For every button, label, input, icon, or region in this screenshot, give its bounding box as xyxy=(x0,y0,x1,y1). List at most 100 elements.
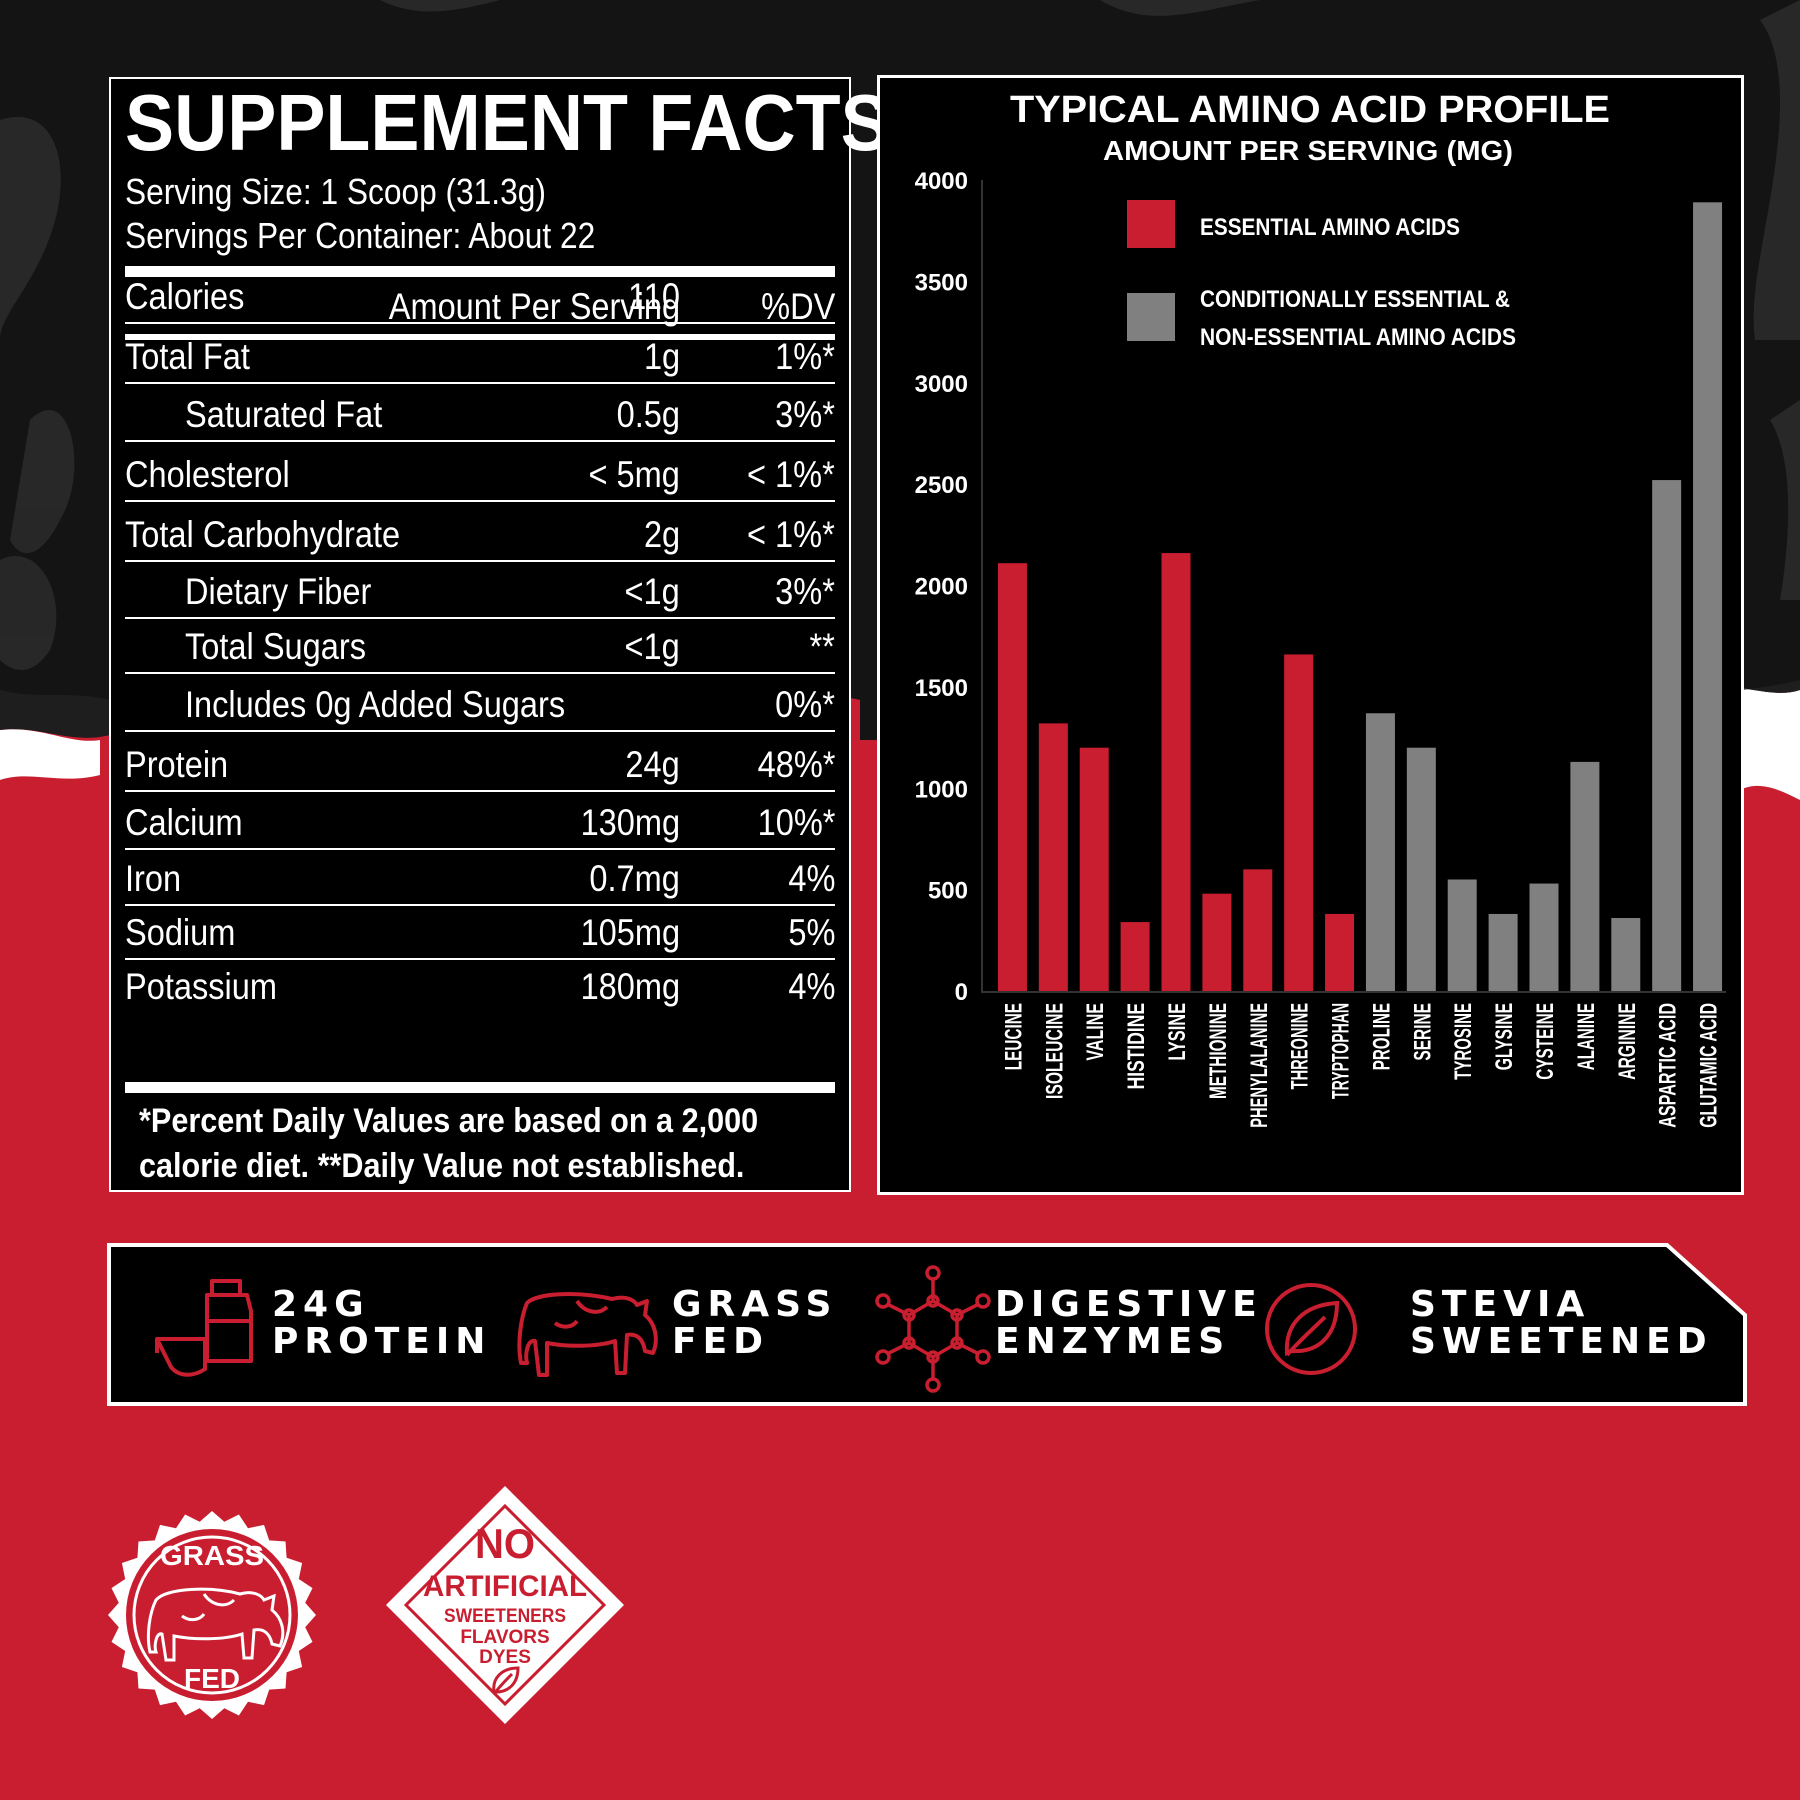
facts-row: Iron 0.7mg 4% xyxy=(125,854,835,906)
no-artificial-no: NO xyxy=(475,1520,535,1567)
chart-axes xyxy=(981,180,1726,993)
nutrient-dv: 10%* xyxy=(757,802,835,843)
facts-row: Dietary Fiber <1g 3%* xyxy=(125,567,835,619)
y-tick-label: 4000 xyxy=(915,168,968,195)
nutrient-dv: 48%* xyxy=(757,744,835,785)
medium-rule xyxy=(125,334,835,340)
bar-tryptophan xyxy=(1325,913,1355,991)
nutrient-name: Calories xyxy=(125,276,245,317)
y-tick-label: 500 xyxy=(928,878,968,905)
small-leaf-icon xyxy=(492,1666,520,1695)
feature-4-line-1: STEVIA xyxy=(1410,1284,1590,1325)
nutrient-amount: 0.7mg xyxy=(589,858,680,899)
y-tick-label: 3000 xyxy=(915,371,968,398)
nutrient-dv: ** xyxy=(809,626,835,667)
bar-lysine xyxy=(1161,553,1191,991)
facts-header-row: Amount Per Serving %DV xyxy=(125,282,835,334)
x-tick-label: GLYSINE xyxy=(1491,1003,1518,1070)
x-tick-label: LEUCINE xyxy=(1000,1003,1027,1070)
footnote-line-2: calorie diet. **Daily Value not establis… xyxy=(139,1147,745,1185)
x-tick-label: METHIONINE xyxy=(1205,1003,1232,1099)
molecule-icon xyxy=(875,1265,991,1393)
nutrient-dv: 3%* xyxy=(775,571,835,612)
no-artificial-sweeteners: SWEETENERS xyxy=(444,1606,566,1627)
row-divider xyxy=(125,382,835,384)
bar-phenylalanine xyxy=(1243,869,1273,991)
nutrient-name: Cholesterol xyxy=(125,454,290,495)
bar-alanine xyxy=(1570,761,1600,991)
facts-row: Potassium 180mg 4% xyxy=(125,962,835,1014)
supplement-facts-panel: SUPPLEMENT FACTS Serving Size: 1 Scoop (… xyxy=(109,77,890,1192)
legend-label-nonessential-1: CONDITIONALLY ESSENTIAL & xyxy=(1200,286,1510,313)
nutrient-name: Total Sugars xyxy=(185,626,366,667)
no-artificial-badge: NO ARTIFICIAL SWEETENERS FLAVORS DYES xyxy=(386,1486,624,1724)
x-tick-label: ASPARTIC ACID xyxy=(1655,1003,1682,1128)
nutrient-amount: 1g xyxy=(643,336,680,377)
y-tick-label: 0 xyxy=(955,979,968,1006)
row-divider xyxy=(125,958,835,960)
facts-row: Calories 110 xyxy=(125,272,835,324)
nutrient-amount: <1g xyxy=(624,571,680,612)
row-divider xyxy=(125,672,835,674)
servings-per-container: Servings Per Container: About 22 xyxy=(125,215,596,256)
feature-2-line-1: GRASS xyxy=(672,1284,837,1325)
chart-title: TYPICAL AMINO ACID PROFILE xyxy=(1010,89,1610,131)
bar-isoleucine xyxy=(1038,723,1068,991)
x-tick-label: PHENYLALANINE xyxy=(1246,1003,1273,1128)
bar-glutamic-acid xyxy=(1693,202,1723,991)
row-divider xyxy=(125,617,835,619)
nutrient-amount: 105mg xyxy=(580,912,680,953)
bar-aspartic-acid xyxy=(1652,480,1682,991)
facts-row: Sodium 105mg 5% xyxy=(125,908,835,960)
no-artificial-artificial: ARTIFICIAL xyxy=(423,1570,587,1603)
bar-methionine xyxy=(1202,893,1232,991)
amino-acid-bar-chart: TYPICAL AMINO ACID PROFILE AMOUNT PER SE… xyxy=(915,89,1726,1128)
facts-row: Saturated Fat 0.5g 3%* xyxy=(125,390,835,442)
grass-fed-badge-bottom: FED xyxy=(184,1663,240,1694)
feature-1-line-2: PROTEIN xyxy=(272,1321,491,1362)
x-tick-label: GLUTAMIC ACID xyxy=(1696,1003,1723,1128)
serving-size: Serving Size: 1 Scoop (31.3g) xyxy=(125,171,546,212)
bar-cysteine xyxy=(1529,883,1559,991)
nutrient-dv: < 1%* xyxy=(747,514,835,555)
feature-3-line-2: ENZYMES xyxy=(995,1321,1230,1362)
facts-row: Calcium 130mg 10%* xyxy=(125,798,835,850)
nutrient-dv: 5% xyxy=(787,912,835,953)
grass-fed-badge-top: GRASS xyxy=(160,1540,264,1571)
badges: GRASS FED NO ARTIFICIAL SWEETENERS FLAVO… xyxy=(108,1486,624,1724)
nutrient-amount: 180mg xyxy=(580,966,680,1007)
row-divider xyxy=(125,440,835,442)
y-tick-label: 2500 xyxy=(915,472,968,499)
x-tick-label: ALANINE xyxy=(1573,1003,1600,1070)
chart-y-labels: 0 500 1000 1500 2000 2500 3000 3500 4000 xyxy=(915,168,968,1006)
x-tick-label: LYSINE xyxy=(1164,1003,1191,1061)
feature-4-line-2: SWEETENED xyxy=(1410,1321,1713,1362)
x-tick-label: VALINE xyxy=(1082,1003,1109,1061)
header-amount: Amount Per Serving xyxy=(388,286,680,327)
nutrient-amount: 110 xyxy=(628,276,680,317)
feature-1-line-1: 24G xyxy=(272,1284,370,1325)
grass-fed-badge: GRASS FED xyxy=(108,1511,316,1719)
nutrient-amount: 24g xyxy=(625,744,680,785)
facts-row: Total Carbohydrate 2g < 1%* xyxy=(125,510,835,562)
footnote-line-1: *Percent Daily Values are based on a 2,0… xyxy=(139,1102,759,1140)
cow-badge-icon xyxy=(146,1587,285,1662)
cow-icon xyxy=(517,1292,658,1377)
leaf-icon xyxy=(1265,1283,1357,1375)
bar-leucine xyxy=(997,563,1027,991)
nutrient-name: Iron xyxy=(125,858,182,899)
x-tick-label: HISTIDINE xyxy=(1123,1003,1150,1089)
row-divider xyxy=(125,322,835,324)
x-tick-label: TYROSINE xyxy=(1450,1003,1477,1080)
bottom-thick-rule xyxy=(125,1082,835,1093)
no-artificial-dyes: DYES xyxy=(479,1647,531,1668)
nutrient-name: Total Fat xyxy=(125,336,250,377)
nutrient-amount: 0.5g xyxy=(616,394,680,435)
facts-title: SUPPLEMENT FACTS xyxy=(125,78,890,167)
row-divider xyxy=(125,904,835,906)
bar-histidine xyxy=(1120,922,1150,991)
x-tick-label: SERINE xyxy=(1409,1003,1436,1061)
x-tick-label: CYSTEINE xyxy=(1532,1003,1559,1080)
x-tick-label: ISOLEUCINE xyxy=(1041,1003,1068,1099)
x-tick-label: ARGININE xyxy=(1614,1003,1641,1080)
